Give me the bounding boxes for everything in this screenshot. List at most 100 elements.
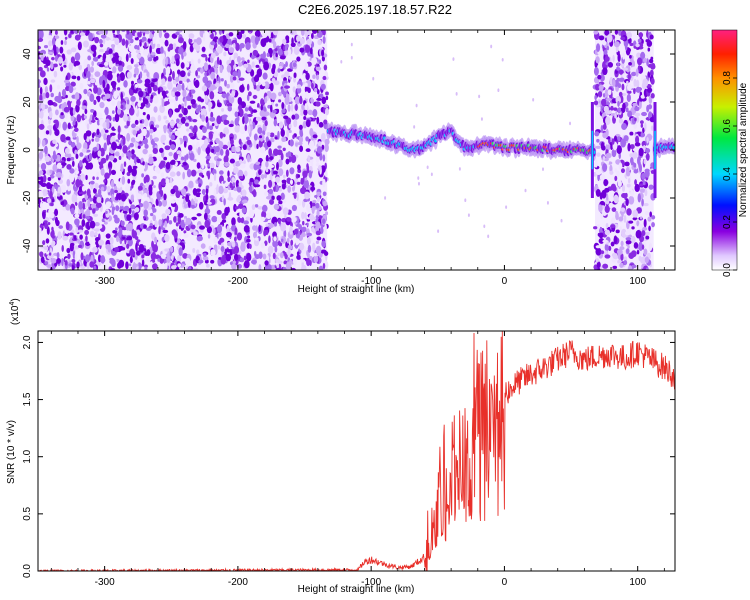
noise-speckle: [159, 147, 164, 153]
noise-speckle: [318, 121, 324, 128]
noise-speckle: [630, 60, 635, 68]
noise-speckle: [105, 233, 111, 239]
noise-speckle: [138, 243, 145, 253]
noise-speckle: [237, 62, 243, 67]
noise-speckle: [238, 77, 245, 81]
faint-speckle: [524, 188, 527, 193]
noise-speckle: [90, 109, 95, 113]
noise-speckle: [86, 261, 90, 270]
noise-speckle: [276, 195, 282, 201]
noise-speckle: [277, 218, 281, 225]
noise-speckle: [68, 33, 72, 38]
noise-speckle: [75, 169, 80, 175]
noise-speckle: [605, 222, 609, 229]
noise-speckle: [648, 242, 653, 252]
noise-speckle: [623, 215, 627, 223]
noise-speckle: [312, 109, 318, 118]
noise-speckle: [249, 185, 253, 194]
noise-speckle: [169, 160, 176, 165]
noise-speckle: [150, 51, 156, 56]
noise-speckle: [271, 67, 276, 75]
faint-speckle: [532, 97, 535, 102]
noise-speckle: [85, 174, 88, 180]
noise-speckle: [251, 259, 257, 265]
noise-speckle: [230, 55, 234, 61]
noise-speckle: [99, 101, 105, 109]
noise-speckle: [67, 100, 71, 107]
noise-speckle: [223, 51, 227, 57]
noise-speckle: [278, 99, 282, 103]
noise-speckle: [278, 200, 283, 205]
noise-speckle: [216, 224, 223, 234]
noise-speckle: [617, 62, 620, 67]
noise-speckle: [630, 189, 635, 197]
noise-speckle: [605, 192, 609, 201]
noise-speckle: [207, 234, 211, 239]
noise-speckle: [637, 38, 642, 43]
noise-speckle: [221, 219, 227, 223]
noise-speckle: [640, 51, 646, 60]
noise-speckle: [73, 127, 79, 133]
noise-speckle: [104, 106, 109, 116]
noise-speckle: [239, 44, 242, 52]
noise-speckle: [222, 114, 228, 118]
noise-speckle: [98, 30, 105, 35]
noise-speckle: [91, 138, 94, 142]
noise-speckle: [136, 250, 141, 256]
noise-speckle: [295, 238, 299, 246]
noise-speckle: [120, 163, 124, 173]
noise-speckle: [83, 162, 87, 167]
noise-speckle: [239, 257, 245, 263]
noise-speckle: [307, 252, 310, 258]
noise-speckle: [60, 40, 64, 45]
noise-speckle: [322, 75, 327, 81]
noise-speckle: [321, 96, 327, 105]
noise-speckle: [206, 214, 211, 219]
faint-speckle: [413, 125, 416, 129]
noise-speckle: [65, 136, 71, 141]
noise-speckle: [88, 32, 93, 42]
noise-speckle: [70, 101, 74, 109]
colorbar-gradient: [711, 29, 738, 271]
noise-speckle: [627, 72, 631, 81]
noise-speckle: [245, 216, 251, 221]
noise-speckle: [634, 117, 637, 122]
snr-y-ticks: 0.00.51.01.52.0: [22, 335, 675, 578]
noise-speckle: [196, 213, 202, 217]
noise-speckle: [303, 198, 309, 203]
noise-speckle: [297, 174, 301, 178]
noise-speckle: [627, 143, 631, 152]
noise-speckle: [238, 159, 243, 164]
noise-speckle: [153, 56, 157, 62]
noise-speckle: [286, 128, 290, 138]
noise-speckle: [159, 104, 165, 114]
noise-speckle: [70, 114, 75, 122]
noise-speckle: [97, 58, 103, 63]
noise-speckle: [642, 78, 649, 88]
noise-speckle: [301, 232, 306, 238]
noise-speckle: [621, 122, 627, 131]
noise-speckle: [648, 184, 654, 190]
noise-speckle: [66, 247, 71, 254]
noise-speckle: [312, 216, 317, 220]
noise-speckle: [61, 162, 67, 166]
noise-speckle: [638, 147, 644, 157]
noise-speckle: [218, 185, 224, 195]
noise-speckle: [65, 203, 71, 211]
noise-speckle: [172, 70, 175, 80]
noise-speckle: [39, 251, 44, 258]
noise-speckle: [173, 216, 177, 223]
noise-speckle: [51, 241, 55, 248]
noise-speckle: [129, 248, 135, 257]
noise-speckle: [152, 175, 157, 180]
noise-speckle: [210, 41, 216, 46]
noise-speckle: [316, 97, 322, 101]
noise-speckle: [66, 157, 71, 162]
noise-speckle: [50, 202, 54, 207]
noise-speckle: [304, 43, 311, 53]
noise-speckle: [44, 222, 49, 230]
noise-speckle: [79, 159, 83, 168]
noise-speckle: [38, 37, 44, 43]
noise-speckle: [188, 132, 194, 138]
